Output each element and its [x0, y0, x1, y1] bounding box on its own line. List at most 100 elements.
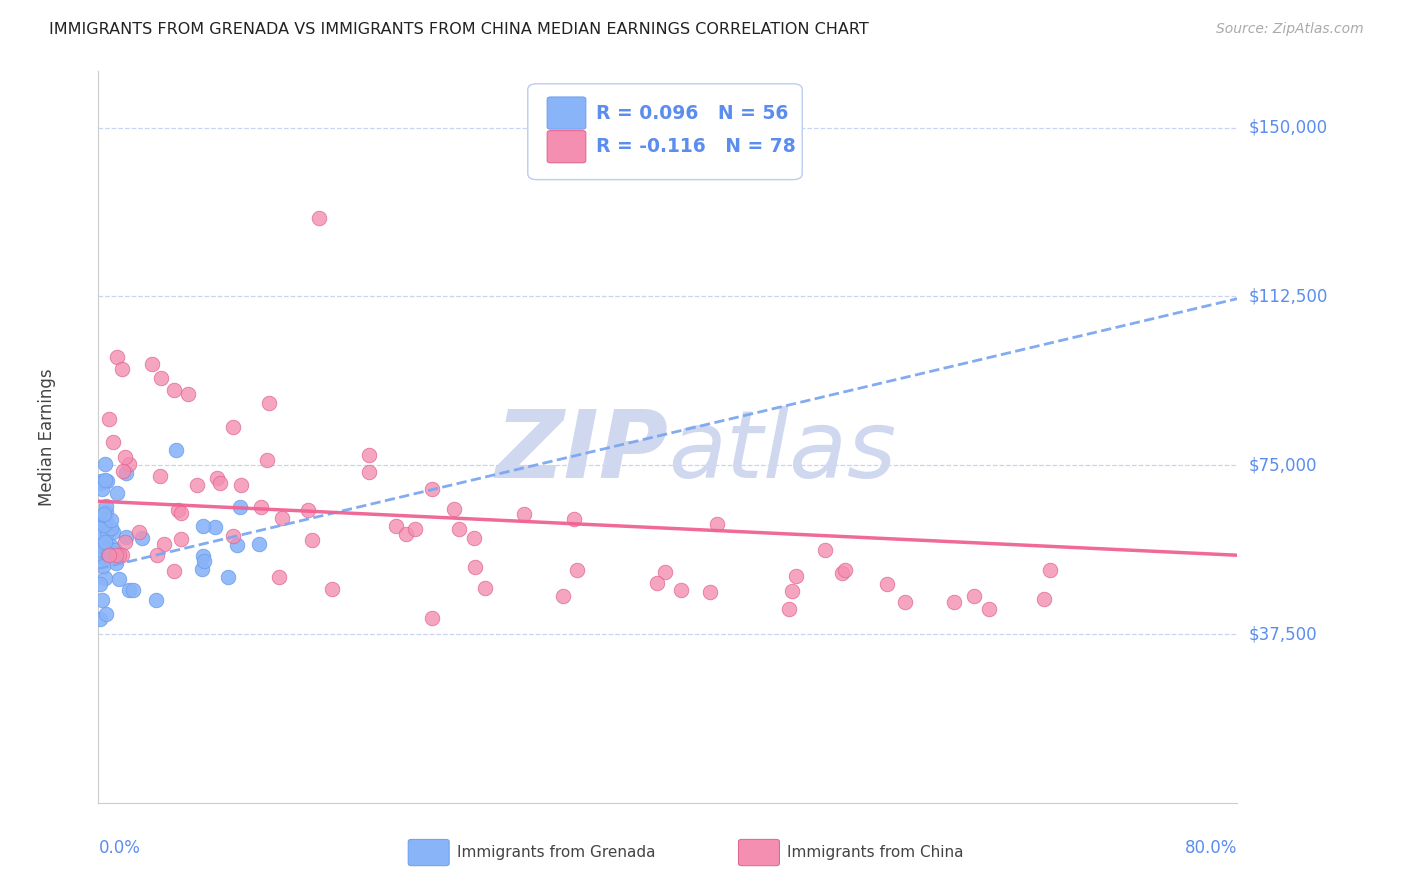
Point: [359, 448, 381, 462]
Point: [308, 211, 330, 225]
Point: [186, 477, 208, 491]
Point: [785, 569, 807, 583]
Point: [104, 542, 127, 557]
Point: [149, 469, 172, 483]
Point: [404, 522, 426, 536]
Text: $150,000: $150,000: [1249, 119, 1327, 136]
Point: [91, 592, 114, 607]
Point: [94, 473, 117, 487]
Point: [90, 550, 112, 565]
Text: $37,500: $37,500: [1249, 625, 1317, 643]
Point: [463, 531, 485, 545]
Point: [177, 387, 200, 401]
Text: IMMIGRANTS FROM GRENADA VS IMMIGRANTS FROM CHINA MEDIAN EARNINGS CORRELATION CHA: IMMIGRANTS FROM GRENADA VS IMMIGRANTS FR…: [49, 22, 869, 37]
Text: Median Earnings: Median Earnings: [38, 368, 56, 506]
Point: [647, 575, 669, 590]
Point: [271, 510, 294, 524]
Point: [105, 548, 128, 562]
Point: [91, 539, 114, 553]
Point: [121, 582, 143, 597]
Point: [141, 357, 163, 371]
Point: [226, 538, 249, 552]
Point: [108, 548, 131, 562]
Point: [193, 554, 215, 568]
Point: [297, 503, 319, 517]
Point: [150, 371, 173, 385]
Point: [321, 582, 343, 596]
Point: [145, 593, 167, 607]
Point: [979, 602, 1001, 616]
Point: [105, 486, 128, 500]
Point: [96, 474, 118, 488]
Point: [269, 570, 291, 584]
Point: [93, 549, 115, 564]
Point: [114, 530, 136, 544]
FancyBboxPatch shape: [527, 84, 803, 179]
Point: [464, 560, 486, 574]
Point: [420, 611, 443, 625]
Point: [191, 519, 214, 533]
Point: [97, 547, 120, 561]
Point: [97, 547, 120, 561]
Point: [114, 466, 136, 480]
Point: [91, 482, 114, 496]
Point: [105, 350, 128, 364]
Point: [110, 548, 132, 562]
Point: [222, 529, 245, 543]
Point: [96, 540, 118, 554]
Point: [89, 612, 111, 626]
Point: [551, 590, 574, 604]
Point: [447, 522, 470, 536]
Point: [217, 570, 239, 584]
Point: [114, 450, 136, 464]
Point: [208, 476, 231, 491]
Point: [100, 521, 122, 535]
Point: [104, 556, 127, 570]
Text: $75,000: $75,000: [1249, 456, 1317, 475]
Point: [395, 527, 418, 541]
Point: [420, 482, 443, 496]
Text: R = 0.096   N = 56: R = 0.096 N = 56: [596, 103, 789, 122]
Point: [89, 524, 111, 538]
Point: [94, 499, 117, 513]
FancyBboxPatch shape: [738, 839, 779, 866]
Point: [108, 572, 131, 586]
Point: [942, 595, 965, 609]
Point: [229, 478, 252, 492]
Point: [222, 420, 245, 434]
Point: [118, 583, 141, 598]
Point: [654, 565, 676, 579]
Point: [834, 564, 856, 578]
Point: [100, 512, 122, 526]
Point: [101, 434, 124, 449]
Point: [778, 602, 800, 616]
Point: [91, 558, 114, 573]
Point: [474, 582, 496, 596]
Point: [118, 457, 141, 471]
Point: [193, 549, 215, 563]
Text: 80.0%: 80.0%: [1185, 839, 1237, 857]
Point: [94, 457, 117, 471]
Point: [257, 396, 280, 410]
Point: [96, 515, 118, 529]
Text: Immigrants from China: Immigrants from China: [787, 845, 965, 860]
Point: [114, 535, 136, 549]
Point: [669, 583, 692, 598]
Text: Source: ZipAtlas.com: Source: ZipAtlas.com: [1216, 22, 1364, 37]
Point: [204, 519, 226, 533]
Point: [894, 594, 917, 608]
FancyBboxPatch shape: [408, 839, 449, 866]
Point: [90, 474, 112, 488]
Point: [512, 508, 534, 522]
Point: [1039, 564, 1062, 578]
Point: [100, 539, 122, 553]
Point: [205, 471, 228, 485]
Text: $112,500: $112,500: [1249, 287, 1327, 305]
Point: [97, 548, 120, 562]
Point: [128, 524, 150, 539]
Point: [111, 362, 134, 376]
Point: [1033, 591, 1056, 606]
Text: 0.0%: 0.0%: [98, 839, 141, 857]
Text: Immigrants from Grenada: Immigrants from Grenada: [457, 845, 655, 860]
Point: [146, 548, 169, 562]
